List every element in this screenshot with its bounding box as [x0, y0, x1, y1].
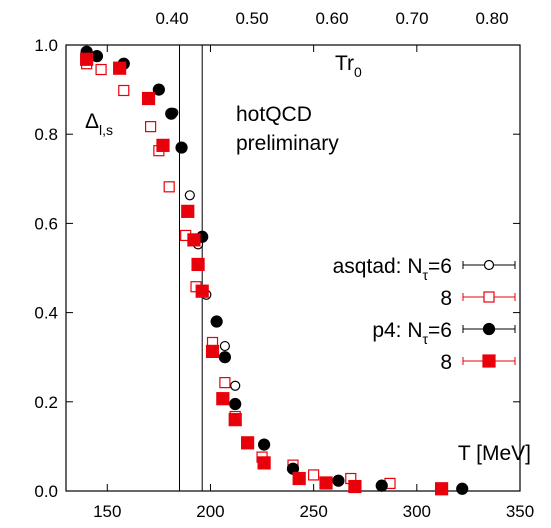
series-3-point-13: [292, 471, 306, 486]
series-0-point-5: [219, 340, 230, 352]
series-3-point-6: [191, 257, 205, 272]
y-tick-label-5: 1.0: [34, 36, 58, 55]
legend-entry-1: 8: [440, 287, 452, 310]
series-1-point-2: [118, 84, 130, 97]
series-2-point-12: [332, 474, 345, 487]
x-tick-label-4: 350: [506, 502, 534, 521]
series-3-point-3: [156, 138, 170, 152]
legend-marker-0: [483, 259, 495, 271]
series-2-point-13: [375, 479, 388, 492]
x-tick-label-3: 300: [403, 502, 431, 521]
series-3-point-15: [348, 479, 362, 494]
series-3-point-7: [195, 284, 209, 298]
y-tick-label-3: 0.6: [34, 214, 58, 233]
legend-entry-0: asqtad: Nτ=6: [333, 255, 452, 283]
series-3-point-5: [187, 233, 201, 247]
x-tick-label-1: 200: [196, 502, 224, 521]
x-axis-label: T [MeV]: [458, 442, 531, 465]
series-2-point-9: [229, 397, 242, 411]
series-0-point-2: [184, 190, 195, 201]
series-3-point-8: [205, 344, 220, 359]
series-1-point-13: [308, 469, 320, 481]
y-tick-label-1: 0.2: [34, 393, 58, 412]
series-3-point-11: [241, 436, 255, 450]
top-tick-label-3: 0.70: [395, 9, 428, 28]
series-2-point-5: [175, 141, 188, 154]
y-tick-label-2: 0.4: [34, 304, 58, 323]
series-3-point-10: [228, 413, 242, 427]
annotation-line-2: preliminary: [236, 132, 339, 155]
legend: asqtad: Nτ=6 8 p4: Nτ=6 8: [333, 255, 516, 374]
top-tick-label-1: 0.50: [235, 9, 268, 28]
top-tick-label-0: 0.40: [155, 9, 188, 28]
series-2-point-4: [165, 107, 178, 120]
series-2-point-10: [258, 438, 271, 451]
x-tick-label-0: 150: [93, 502, 121, 521]
legend-marker-1: [483, 291, 495, 303]
series-3-point-2: [141, 91, 156, 106]
axes-layer: 150 200 250 300 350 0.0 0.2 0.4 0.6 0.8 1.0 0.40 0.5…: [34, 9, 534, 521]
y-tick-label-4: 0.8: [34, 125, 58, 144]
annotation-line-1: hotQCD: [236, 103, 312, 126]
legend-entry-3: 8: [440, 351, 452, 374]
data-points-layer: [80, 45, 469, 496]
series-1-point-1: [95, 63, 107, 76]
series-3-point-1: [113, 61, 127, 75]
top-axis-label: Tr0: [335, 52, 362, 80]
legend-marker-3: [482, 354, 496, 368]
y-tick-label-0: 0.0: [34, 482, 58, 501]
legend-samples: [462, 259, 516, 368]
y-axis-label: Δl,s: [85, 110, 113, 138]
x-tick-label-2: 250: [299, 502, 327, 521]
series-3-point-16: [434, 482, 449, 496]
top-tick-label-2: 0.60: [315, 9, 348, 28]
series-2-point-14: [456, 482, 469, 495]
top-tick-label-4: 0.80: [475, 9, 508, 28]
plot-frame: [65, 44, 521, 492]
series-2-point-3: [152, 83, 165, 96]
series-3-point-12: [257, 456, 271, 470]
series-3-point-4: [181, 204, 195, 218]
series-3-point-9: [216, 392, 230, 406]
series-1-point-5: [163, 181, 175, 193]
legend-marker-2: [482, 322, 496, 336]
series-1-point-9: [219, 377, 231, 389]
series-3-point-14: [319, 476, 333, 490]
series-3-point-0: [80, 52, 94, 66]
series-0-point-6: [230, 380, 241, 391]
series-2-point-8: [218, 351, 231, 364]
series-2-point-7: [210, 315, 223, 328]
series-1-point-3: [145, 121, 157, 133]
legend-entry-2: p4: Nτ=6: [372, 319, 452, 347]
